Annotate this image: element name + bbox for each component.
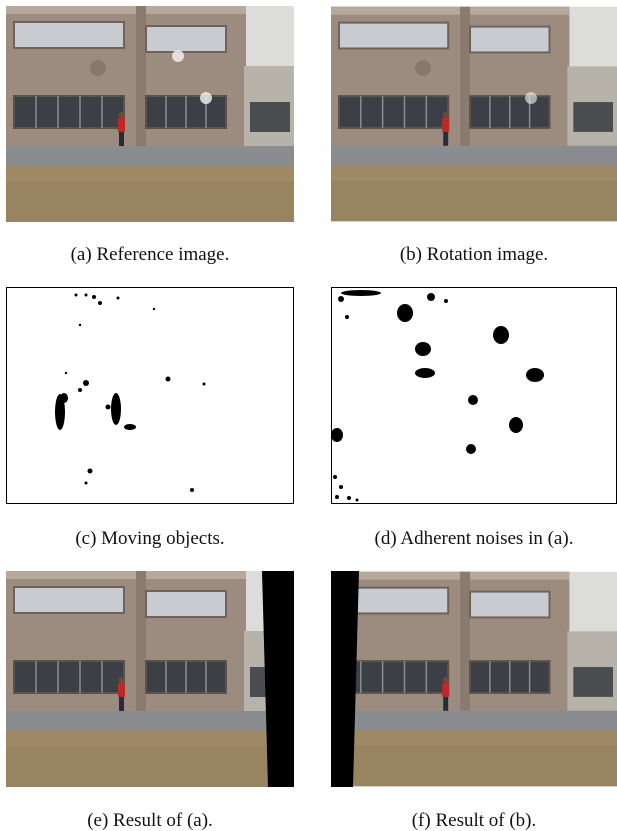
- moving-objects-mask: [6, 287, 294, 504]
- caption: (a) Reference image.: [0, 244, 300, 266]
- adherent-noise-mask: [331, 287, 617, 504]
- figure: (a) Reference image. (b) Rotation image.…: [0, 0, 617, 831]
- caption: (b) Rotation image.: [324, 244, 617, 266]
- caption: (d) Adherent noises in (a).: [324, 528, 617, 550]
- caption: (f) Result of (b).: [324, 810, 617, 831]
- result-b: [331, 571, 617, 787]
- result-a: [6, 571, 294, 787]
- rotation-image: [331, 6, 617, 222]
- caption: (e) Result of (a).: [0, 810, 300, 831]
- reference-image: [6, 6, 294, 222]
- caption: (c) Moving objects.: [0, 528, 300, 550]
